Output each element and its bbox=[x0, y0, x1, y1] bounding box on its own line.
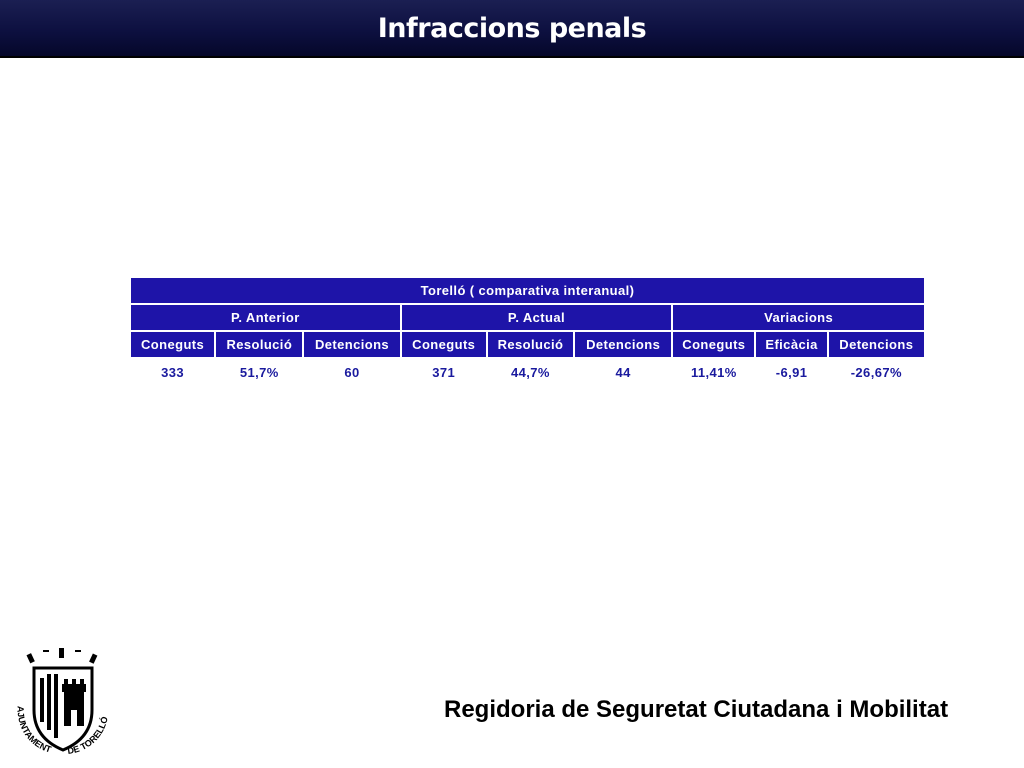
table-cell: -26,67% bbox=[826, 357, 927, 388]
column-header: Coneguts bbox=[399, 330, 488, 359]
column-header: Detencions bbox=[826, 330, 927, 359]
table-cell: 333 bbox=[128, 357, 217, 388]
table-cell: 371 bbox=[399, 357, 488, 388]
table-cell: -6,91 bbox=[754, 357, 829, 388]
column-header: Coneguts bbox=[128, 330, 217, 359]
table-cell: 44 bbox=[573, 357, 674, 388]
column-header: Resolució bbox=[485, 330, 576, 359]
footer-department-name: Regidoria de Seguretat Ciutadana i Mobil… bbox=[444, 696, 949, 723]
title-bar: Infraccions penals bbox=[0, 0, 1024, 58]
column-header: Detencions bbox=[573, 330, 674, 359]
table-cell: 51,7% bbox=[214, 357, 305, 388]
column-header: Resolució bbox=[214, 330, 305, 359]
group-header-current-period: P. Actual bbox=[399, 303, 674, 332]
column-header: Eficàcia bbox=[754, 330, 829, 359]
column-header: Coneguts bbox=[671, 330, 757, 359]
table-title: Torelló ( comparativa interanual) bbox=[129, 276, 926, 305]
column-header: Detencions bbox=[302, 330, 402, 359]
group-header-variations: Variacions bbox=[671, 303, 926, 332]
table-row: 333 51,7% 60 371 44,7% 44 11,41% -6,91 -… bbox=[128, 357, 927, 388]
table-cell: 44,7% bbox=[485, 357, 576, 388]
comparison-table: Torelló ( comparativa interanual) P. Ant… bbox=[128, 276, 927, 388]
town-council-logo: AJUNTAMENT DE TORELLÓ bbox=[15, 648, 110, 756]
group-header-previous-period: P. Anterior bbox=[129, 303, 402, 332]
table-cell: 11,41% bbox=[671, 357, 757, 388]
table-cell: 60 bbox=[302, 357, 402, 388]
page-title: Infraccions penals bbox=[377, 12, 647, 44]
